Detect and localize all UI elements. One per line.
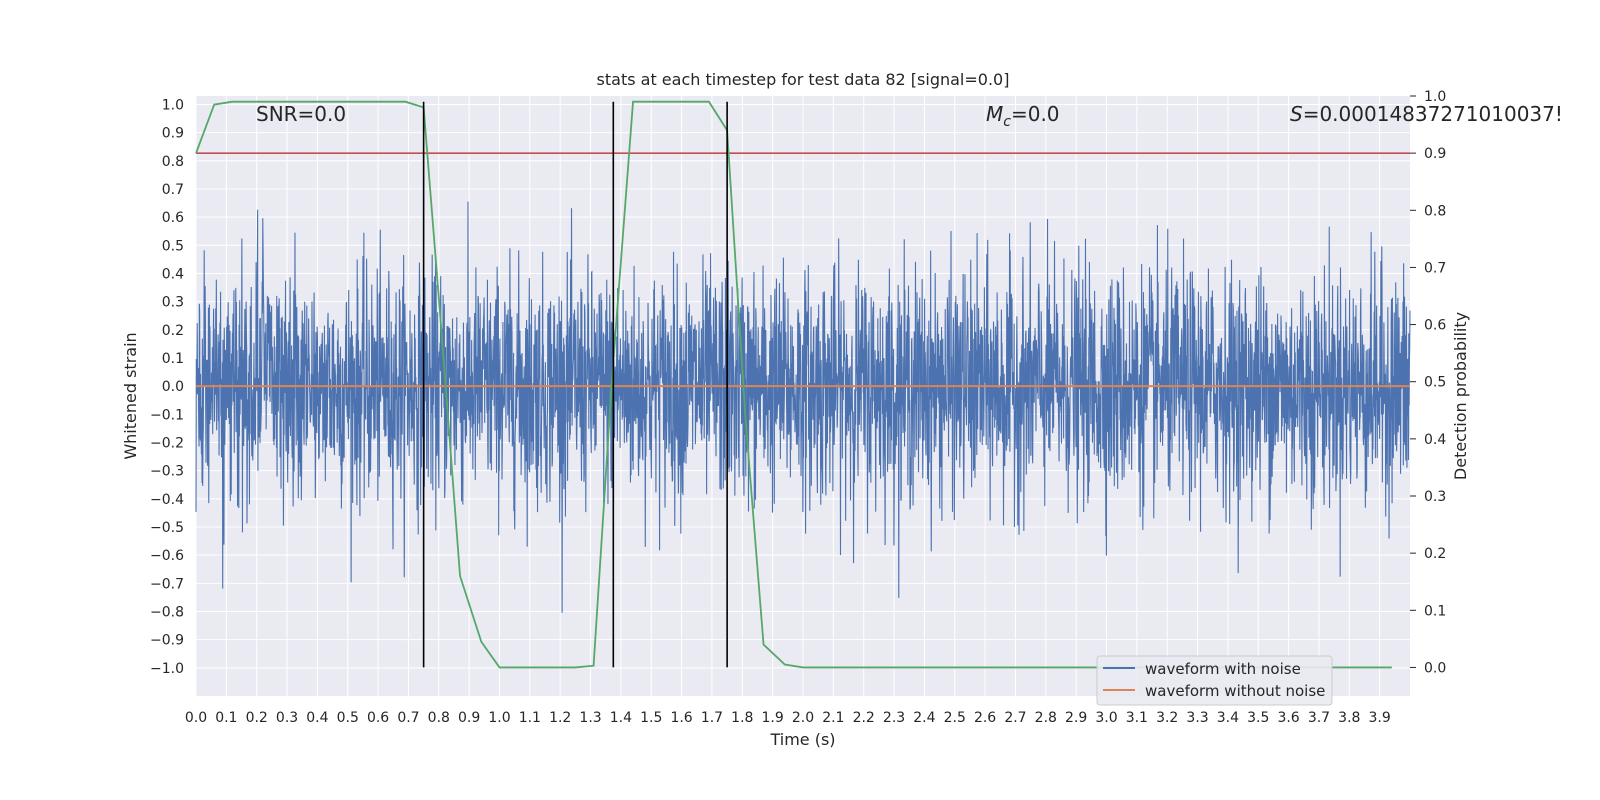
- y-axis-label: Whitened strain: [121, 332, 140, 459]
- x-tick-label: 1.5: [640, 710, 662, 726]
- mc-value: =0.0: [1011, 102, 1060, 126]
- s-annotation: S=0.00014837271010037!: [1290, 102, 1563, 126]
- x-tick-label: 0.4: [306, 710, 328, 726]
- x-axis-label: Time (s): [769, 730, 835, 749]
- x-tick-label: 2.8: [1035, 710, 1057, 726]
- x-tick-label: 0.2: [246, 710, 268, 726]
- y-tick-label: −0.4: [150, 492, 184, 508]
- x-tick-label: 1.9: [762, 710, 784, 726]
- mc-subscript: c: [1003, 114, 1011, 130]
- y2-tick-label: 0.7: [1424, 260, 1446, 276]
- x-tick-label: 3.8: [1338, 710, 1360, 726]
- y-tick-label: 0.4: [162, 266, 184, 282]
- y-tick-label: 0.9: [162, 126, 184, 142]
- x-tick-label: 3.1: [1126, 710, 1148, 726]
- x-tick-label: 2.4: [913, 710, 935, 726]
- x-tick-label: 3.5: [1247, 710, 1269, 726]
- y-axis-ticks: 1.0 0.9 0.8 0.7 0.6 0.5 0.4 0.3 0.2 0.1 0.0 −0.1 −0.…: [150, 97, 184, 676]
- x-tick-label: 1.6: [670, 710, 692, 726]
- mc-symbol: M: [986, 102, 1003, 126]
- noise-waveform: [195, 201, 1411, 613]
- y2-tick-label: 0.1: [1424, 603, 1446, 619]
- y-tick-label: 1.0: [162, 97, 184, 113]
- x-tick-label: 2.0: [792, 710, 814, 726]
- x-tick-label: 3.2: [1156, 710, 1178, 726]
- y2-tick-label: 0.8: [1424, 203, 1446, 219]
- x-tick-label: 3.4: [1217, 710, 1239, 726]
- x-tick-label: 2.1: [822, 710, 844, 726]
- x-tick-label: 0.8: [428, 710, 450, 726]
- y-tick-label: 0.1: [162, 351, 184, 367]
- y-tick-label: −0.6: [150, 548, 184, 564]
- y-tick-label: 0.2: [162, 323, 184, 339]
- y2-axis-ticks: 1.0 0.9 0.8 0.7 0.6 0.5 0.4 0.3 0.2 0.1 0.0: [1410, 89, 1446, 676]
- x-tick-label: 1.8: [731, 710, 753, 726]
- legend-label-clean: waveform without noise: [1145, 682, 1325, 700]
- y2-tick-label: 0.4: [1424, 432, 1446, 448]
- x-tick-label: 0.3: [276, 710, 298, 726]
- mc-annotation: Mc=0.0: [986, 102, 1060, 130]
- y2-tick-label: 0.6: [1424, 318, 1446, 334]
- x-tick-label: 3.3: [1186, 710, 1208, 726]
- x-tick-label: 1.1: [519, 710, 541, 726]
- noise-series: [195, 201, 1411, 613]
- x-tick-label: 0.7: [397, 710, 419, 726]
- x-tick-label: 3.7: [1308, 710, 1330, 726]
- y-tick-label: −0.8: [150, 604, 184, 620]
- y-tick-label: −0.3: [150, 464, 184, 480]
- x-tick-label: 3.0: [1095, 710, 1117, 726]
- event-lines: [422, 101, 728, 668]
- y2-tick-label: 1.0: [1424, 89, 1446, 105]
- y2-tick-label: 0.5: [1424, 375, 1446, 391]
- x-tick-label: 2.9: [1065, 710, 1087, 726]
- y-tick-label: −0.2: [150, 435, 184, 451]
- y2-axis-label: Detection probability: [1451, 312, 1470, 480]
- y-tick-label: −0.7: [150, 576, 184, 592]
- legend: waveform with noise waveform without noi…: [1096, 655, 1333, 706]
- y-tick-label: −0.9: [150, 633, 184, 649]
- y-tick-label: 0.3: [162, 295, 184, 311]
- x-tick-label: 1.4: [610, 710, 632, 726]
- x-tick-label: 2.5: [944, 710, 966, 726]
- y-tick-label: 0.0: [162, 379, 184, 395]
- y2-tick-label: 0.3: [1424, 489, 1446, 505]
- y-tick-label: 0.7: [162, 182, 184, 198]
- s-value: =0.00014837271010037!: [1303, 102, 1563, 126]
- x-tick-label: 3.6: [1277, 710, 1299, 726]
- x-tick-label: 0.0: [185, 710, 207, 726]
- legend-box: [1096, 655, 1333, 706]
- x-tick-label: 0.6: [367, 710, 389, 726]
- x-tick-label: 1.7: [701, 710, 723, 726]
- legend-label-noise: waveform with noise: [1145, 660, 1301, 678]
- y2-tick-label: 0.9: [1424, 146, 1446, 162]
- y2-tick-label: 0.2: [1424, 546, 1446, 562]
- y-tick-label: −0.5: [150, 520, 184, 536]
- x-tick-label: 0.9: [458, 710, 480, 726]
- s-symbol: S: [1290, 102, 1303, 126]
- y-tick-label: 0.8: [162, 154, 184, 170]
- x-axis-ticks: 0.0 0.1 0.2 0.3 0.4 0.5 0.6 0.7 0.8 0.9 1.0 1.1 1.2 1…: [185, 710, 1391, 726]
- x-tick-label: 2.7: [1004, 710, 1026, 726]
- x-tick-label: 1.0: [488, 710, 510, 726]
- y-tick-label: −1.0: [150, 661, 184, 677]
- x-tick-label: 1.2: [549, 710, 571, 726]
- x-tick-label: 3.9: [1369, 710, 1391, 726]
- probability-line: [195, 100, 1392, 669]
- x-tick-label: 0.1: [215, 710, 237, 726]
- y2-tick-label: 0.0: [1424, 660, 1446, 676]
- x-tick-label: 2.3: [883, 710, 905, 726]
- x-tick-label: 2.6: [974, 710, 996, 726]
- x-tick-label: 2.2: [853, 710, 875, 726]
- snr-annotation: SNR=0.0: [256, 102, 346, 126]
- y-tick-label: 0.5: [162, 238, 184, 254]
- x-tick-label: 0.5: [337, 710, 359, 726]
- y-tick-label: 0.6: [162, 210, 184, 226]
- y-tick-label: −0.1: [150, 407, 184, 423]
- x-tick-label: 1.3: [579, 710, 601, 726]
- chart-title: stats at each timestep for test data 82 …: [597, 70, 1010, 89]
